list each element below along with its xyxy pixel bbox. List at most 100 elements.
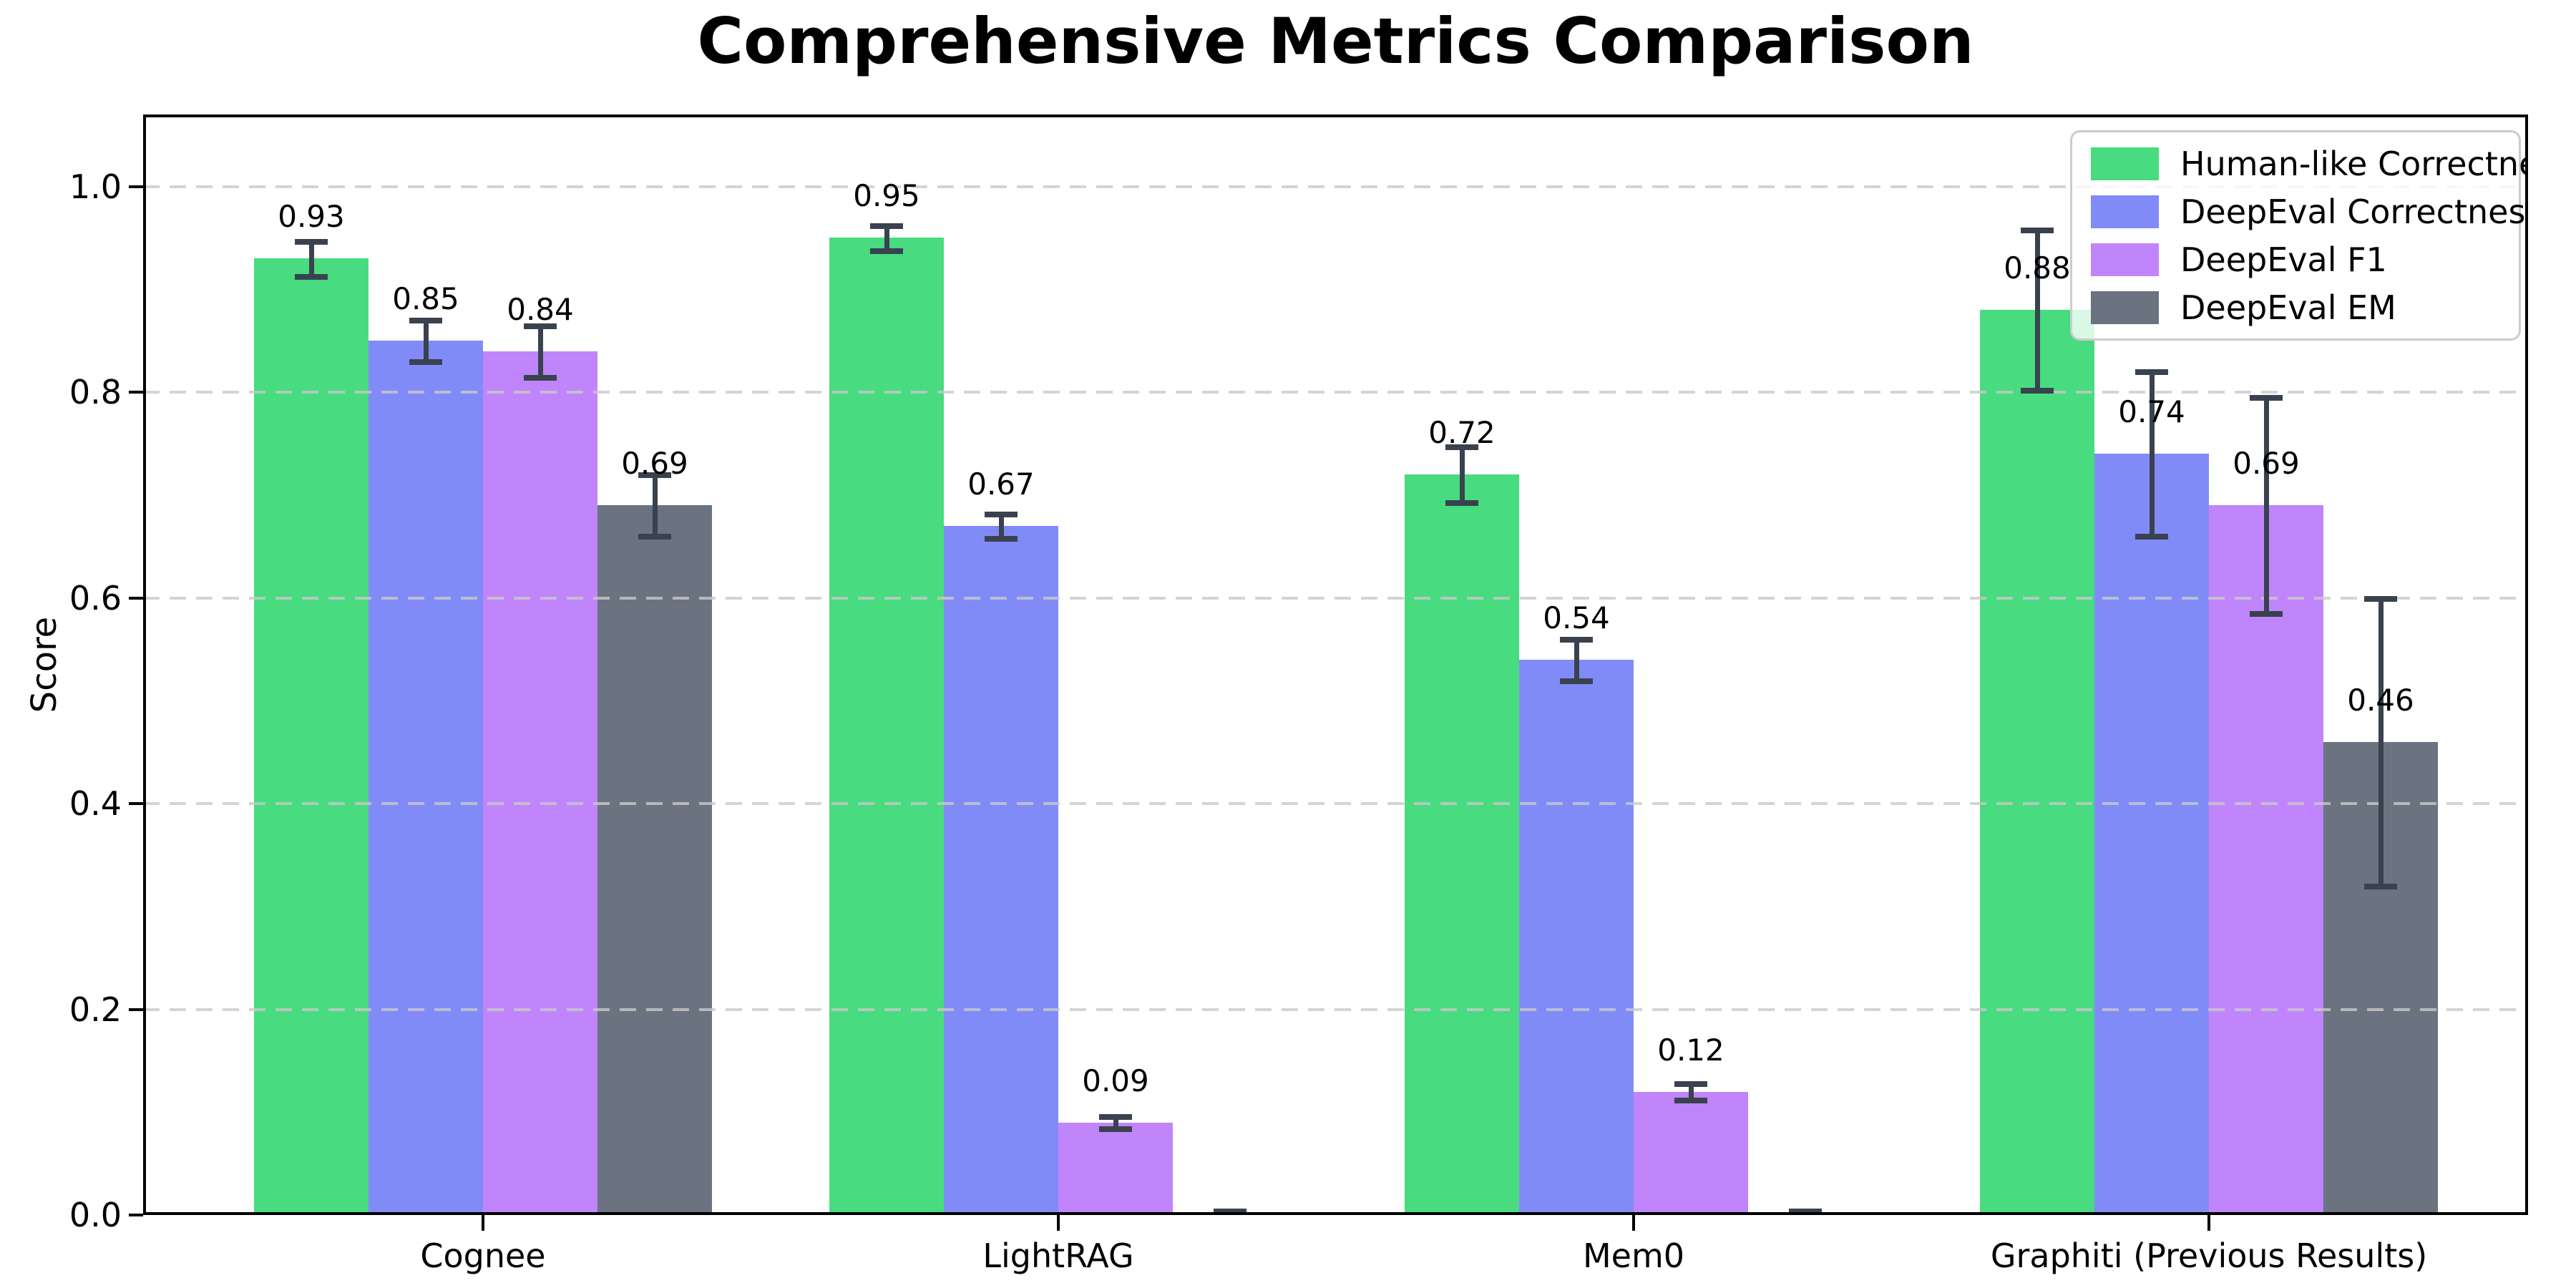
bar-0-1: [829, 238, 944, 1215]
chart-title: Comprehensive Metrics Comparison: [697, 4, 1974, 78]
legend: Human-like Correctness DeepEval Correctne…: [2070, 130, 2528, 341]
bar-3-0: [597, 505, 712, 1215]
x-tick-label-2: Mem0: [1582, 1236, 1685, 1275]
legend-swatch-icon: [2091, 291, 2159, 324]
bar-2-1: [1058, 1122, 1173, 1215]
gridline-y-0.8: [143, 391, 2528, 394]
gridline-y-1: [143, 185, 2528, 188]
legend-swatch-icon: [2091, 195, 2159, 228]
y-tick-0.6: [129, 596, 143, 600]
bar-1-1: [944, 525, 1058, 1215]
error-cap-bottom-0-2: [1445, 499, 1478, 506]
y-tick-label-0.8: 0.8: [69, 373, 122, 412]
bar-1-3: [2094, 454, 2209, 1215]
x-tick-0: [482, 1215, 484, 1231]
error-cap-top-1-1: [985, 511, 1018, 517]
y-tick-label-0.6: 0.6: [69, 578, 122, 618]
x-tick-label-3: Graphiti (Previous Results): [1990, 1236, 2428, 1275]
error-bar-2-3: [2263, 397, 2269, 614]
y-tick-label-1.0: 1.0: [69, 167, 122, 206]
error-cap-bottom-1-0: [409, 358, 442, 365]
bar-value-label-0-0: 0.93: [278, 199, 345, 235]
legend-swatch-icon: [2091, 147, 2159, 180]
error-bar-2-1: [1113, 1116, 1118, 1129]
error-bar-2-2: [1688, 1083, 1694, 1100]
error-bar-1-3: [2149, 371, 2155, 537]
error-cap-top-0-2: [1445, 444, 1478, 451]
error-bar-3-0: [652, 474, 658, 537]
x-tick-label-0: Cognee: [420, 1236, 546, 1275]
error-cap-top-2-1: [1099, 1114, 1132, 1120]
error-cap-top-1-0: [409, 318, 442, 324]
y-tick-label-0.2: 0.2: [69, 990, 122, 1029]
error-cap-top-2-3: [2250, 395, 2283, 401]
error-bar-1-0: [423, 320, 429, 361]
y-tick-0.2: [129, 1008, 143, 1011]
bar-value-label-0-3: 0.88: [2004, 250, 2071, 286]
x-tick-1: [1057, 1215, 1060, 1231]
error-cap-bottom-2-3: [2250, 611, 2283, 618]
legend-item-deepeval-em: DeepEval EM: [2072, 291, 2519, 325]
gridline-y-0.2: [143, 1008, 2528, 1011]
error-cap-top-2-0: [524, 323, 557, 329]
y-axis-label: Score: [24, 616, 64, 713]
bar-0-0: [254, 258, 369, 1215]
error-cap-bottom-2-1: [1099, 1126, 1132, 1133]
y-tick-0.0: [129, 1214, 143, 1216]
legend-item-deepeval-correctness: DeepEval Correctness: [2072, 195, 2528, 229]
error-cap-bottom-0-1: [870, 248, 903, 254]
error-cap-top-1-2: [1560, 637, 1593, 643]
error-bar-2-0: [537, 325, 543, 377]
error-cap-top-3-0: [638, 472, 671, 479]
error-cap-top-3-2: [1789, 1209, 1822, 1215]
bar-value-label-1-1: 0.67: [967, 466, 1035, 502]
bar-value-label-1-2: 0.54: [1543, 600, 1610, 635]
legend-item-label: Human-like Correctness: [2180, 144, 2528, 183]
bar-0-2: [1405, 474, 1519, 1215]
bar-value-label-2-3: 0.69: [2233, 446, 2300, 482]
plot-area: 0.93 0.95 0.72 0.88 0.85 0.67 0.54 0.74 0.84 0.09…: [143, 114, 2528, 1215]
legend-item-label: DeepEval F1: [2180, 240, 2387, 279]
error-cap-top-0-0: [295, 238, 328, 245]
bar-value-label-0-1: 0.95: [853, 178, 920, 214]
bar-value-label-2-2: 0.12: [1657, 1032, 1724, 1068]
y-tick-label-0.0: 0.0: [69, 1196, 122, 1234]
gridline-y-0.6: [143, 596, 2528, 600]
error-cap-top-0-1: [870, 223, 903, 230]
error-cap-bottom-3-0: [638, 534, 671, 540]
error-cap-top-2-2: [1674, 1081, 1707, 1087]
error-cap-top-3-3: [2364, 595, 2397, 602]
bar-value-label-3-0: 0.69: [621, 446, 688, 482]
error-bar-0-1: [884, 225, 889, 250]
x-tick-3: [2207, 1215, 2210, 1231]
bar-1-0: [369, 341, 483, 1215]
legend-item-human-like-correctness: Human-like Correctness: [2072, 147, 2528, 181]
error-bar-1-2: [1574, 639, 1579, 680]
error-cap-top-0-3: [2021, 227, 2054, 233]
legend-item-label: DeepEval EM: [2180, 288, 2396, 327]
y-tick-1.0: [129, 185, 143, 188]
bar-2-0: [483, 351, 597, 1215]
error-cap-bottom-3-3: [2364, 884, 2397, 890]
bar-value-label-0-2: 0.72: [1428, 415, 1496, 451]
y-tick-0.8: [129, 391, 143, 394]
bar-value-label-1-3: 0.74: [2118, 394, 2185, 430]
error-bar-0-2: [1459, 447, 1465, 502]
error-cap-bottom-1-3: [2135, 534, 2168, 540]
bar-1-2: [1519, 659, 1634, 1215]
error-cap-top-3-1: [1214, 1209, 1246, 1215]
bar-value-label-1-0: 0.85: [392, 281, 459, 317]
y-tick-label-0.4: 0.4: [69, 784, 122, 824]
gridline-y-0.4: [143, 802, 2528, 806]
error-cap-bottom-2-2: [1674, 1098, 1707, 1103]
error-bar-0-3: [2034, 229, 2040, 391]
error-cap-bottom-1-1: [985, 536, 1018, 542]
error-bar-1-1: [998, 513, 1004, 539]
error-cap-bottom-2-0: [524, 374, 557, 381]
error-cap-bottom-0-3: [2021, 388, 2054, 394]
error-bar-3-3: [2378, 597, 2384, 887]
y-tick-0.4: [129, 802, 143, 806]
x-tick-label-1: LightRAG: [982, 1236, 1134, 1275]
bar-2-2: [1634, 1091, 1748, 1215]
